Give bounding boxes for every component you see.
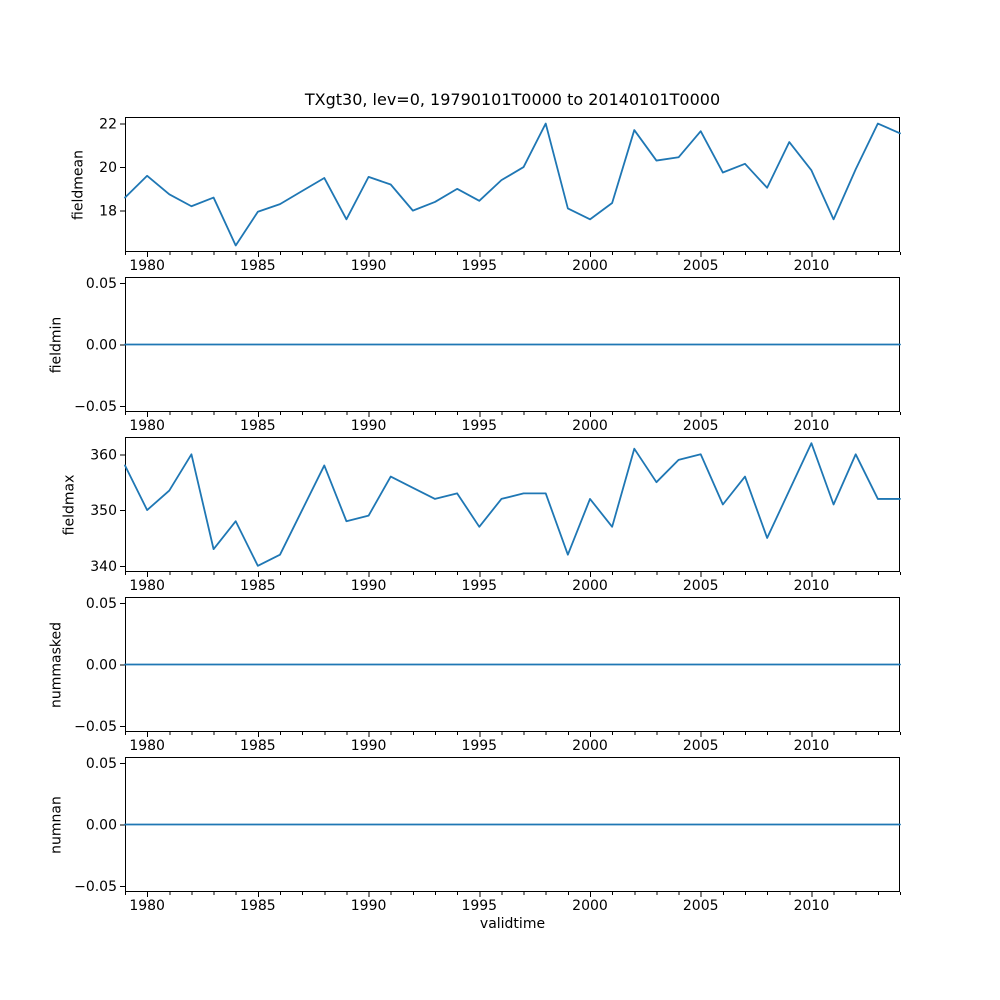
y-axis-ticks: −0.05 0.00 0.05 xyxy=(74,276,125,415)
y-tick-label: 0.05 xyxy=(86,276,117,292)
x-tick-label: 2005 xyxy=(683,898,719,914)
x-tick-label: 1985 xyxy=(240,578,276,594)
x-tick-label: 1980 xyxy=(129,738,165,754)
subplot-numnan-canvas: 1980 1985 1990 1995 2000 2005 2010 −0.05 0.00 0.0… xyxy=(74,756,901,914)
x-tick-label: 1995 xyxy=(461,258,497,274)
y-axis-label-fieldmax: fieldmax xyxy=(61,474,78,536)
x-tick-label: 1995 xyxy=(461,578,497,594)
x-tick-label: 2005 xyxy=(683,418,719,434)
x-tick-label: 2000 xyxy=(572,738,608,754)
x-tick-label: 1985 xyxy=(240,258,276,274)
x-tick-label: 2000 xyxy=(572,418,608,434)
x-axis-ticks: 1980 1985 1990 1995 2000 2005 2010 xyxy=(125,572,901,594)
x-tick-label: 2000 xyxy=(572,258,608,274)
y-tick-label: −0.05 xyxy=(74,879,117,895)
x-tick-label: 2010 xyxy=(794,258,830,274)
y-tick-label: 0.00 xyxy=(86,818,117,834)
x-tick-label: 2005 xyxy=(683,578,719,594)
x-tick-label: 1985 xyxy=(240,738,276,754)
x-tick-label: 2005 xyxy=(683,258,719,274)
x-tick-label: 1995 xyxy=(461,418,497,434)
x-tick-label: 2010 xyxy=(794,738,830,754)
y-axis-ticks: −0.05 0.00 0.05 xyxy=(74,756,125,895)
x-tick-label: 1980 xyxy=(129,258,165,274)
y-axis-label-numnan: numnan xyxy=(48,796,65,854)
x-axis-ticks: 1980 1985 1990 1995 2000 2005 2010 xyxy=(125,412,901,434)
x-tick-label: 1990 xyxy=(351,738,387,754)
subplot-fieldmin-canvas: 1980 1985 1990 1995 2000 2005 2010 −0.05 0.00 0.0… xyxy=(74,276,901,434)
axes-frame xyxy=(125,437,900,572)
y-tick-label: 0.05 xyxy=(86,756,117,772)
x-tick-label: 1985 xyxy=(240,898,276,914)
y-tick-label: 350 xyxy=(90,503,117,519)
y-axis-ticks: 340 350 360 xyxy=(90,447,125,575)
x-axis-label: validtime xyxy=(479,916,546,932)
x-tick-label: 2010 xyxy=(794,418,830,434)
x-tick-label: 1990 xyxy=(351,258,387,274)
x-tick-label: 2010 xyxy=(794,898,830,914)
y-tick-label: 340 xyxy=(90,559,117,575)
x-tick-label: 2010 xyxy=(794,578,830,594)
x-tick-label: 1990 xyxy=(351,418,387,434)
y-axis-ticks: −0.05 0.00 0.05 xyxy=(74,596,125,735)
x-tick-label: 1985 xyxy=(240,418,276,434)
data-line-fieldmean xyxy=(124,122,901,247)
y-tick-label: −0.05 xyxy=(74,399,117,415)
y-tick-label: 0.05 xyxy=(86,596,117,612)
y-tick-label: 0.00 xyxy=(86,338,117,354)
subplot-fieldmean-canvas: 1980 1985 1990 1995 2000 2005 2010 18 20 22 xyxy=(99,117,901,274)
y-tick-label: 360 xyxy=(90,447,117,463)
x-axis-ticks: 1980 1985 1990 1995 2000 2005 2010 xyxy=(125,732,901,754)
y-tick-label: 0.00 xyxy=(86,658,117,674)
y-axis-ticks: 18 20 22 xyxy=(99,117,125,220)
x-axis-ticks: 1980 1985 1990 1995 2000 2005 2010 xyxy=(125,892,901,914)
y-tick-label: −0.05 xyxy=(74,719,117,735)
y-tick-label: 20 xyxy=(99,160,117,176)
x-tick-label: 1980 xyxy=(129,418,165,434)
x-tick-label: 1980 xyxy=(129,578,165,594)
y-tick-label: 22 xyxy=(99,117,117,133)
data-line-fieldmax xyxy=(124,442,901,567)
y-axis-label-fieldmean: fieldmean xyxy=(70,150,87,220)
x-tick-label: 1995 xyxy=(461,898,497,914)
x-axis-ticks: 1980 1985 1990 1995 2000 2005 2010 xyxy=(125,252,901,274)
subplot-fieldmax-canvas: 1980 1985 1990 1995 2000 2005 2010 340 350 360 xyxy=(90,437,901,594)
x-tick-label: 1995 xyxy=(461,738,497,754)
x-tick-label: 1980 xyxy=(129,898,165,914)
x-tick-label: 2000 xyxy=(572,898,608,914)
x-tick-label: 2005 xyxy=(683,738,719,754)
y-axis-label-nummasked: nummasked xyxy=(48,621,65,709)
x-tick-label: 1990 xyxy=(351,578,387,594)
x-tick-label: 2000 xyxy=(572,578,608,594)
axes-frame xyxy=(125,117,900,252)
subplot-nummasked-canvas: 1980 1985 1990 1995 2000 2005 2010 −0.05 0.00 0.0… xyxy=(74,596,901,754)
figure-title: TXgt30, lev=0, 19790101T0000 to 20140101… xyxy=(304,90,721,109)
y-axis-label-fieldmin: fieldmin xyxy=(48,316,65,374)
y-tick-label: 18 xyxy=(99,204,117,220)
x-tick-label: 1990 xyxy=(351,898,387,914)
